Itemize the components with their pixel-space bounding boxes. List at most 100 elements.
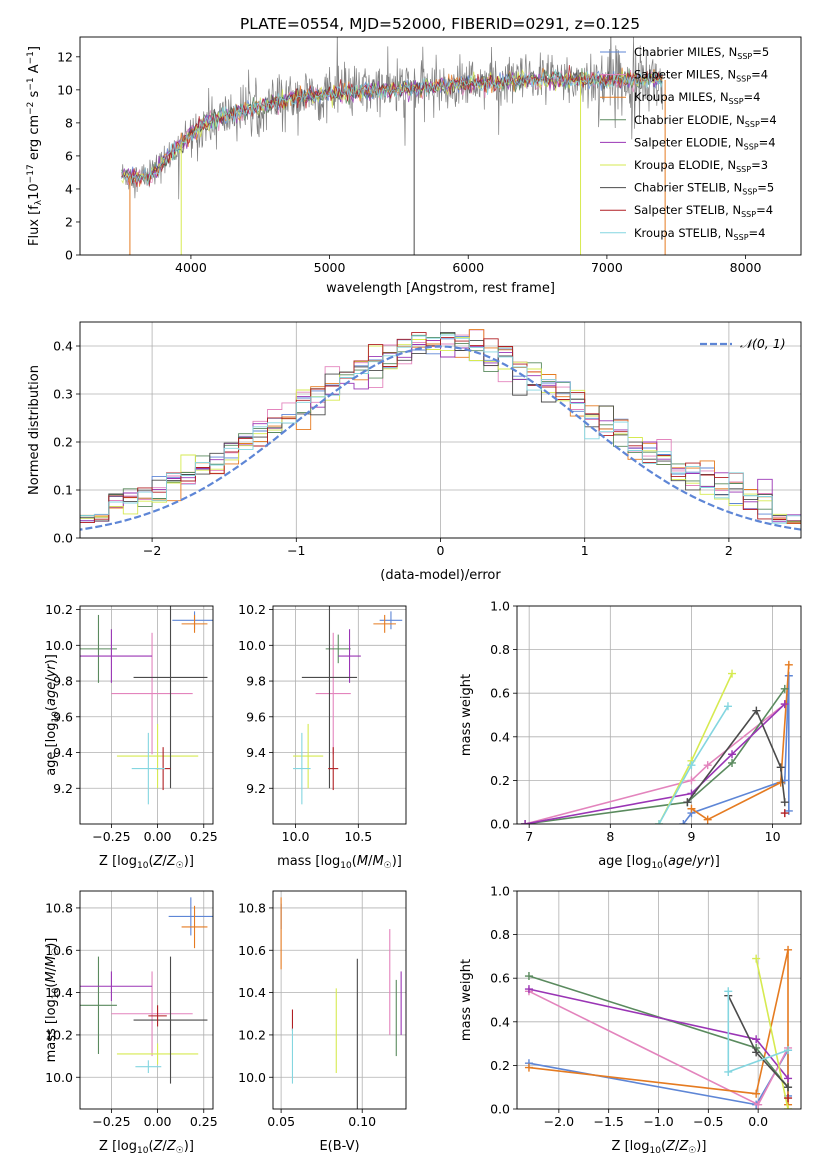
y-tick-label: 10.2 <box>45 602 73 617</box>
weight-marker <box>524 972 533 981</box>
x-axis-label: Z [log10(Z/Z☉)] <box>99 854 194 871</box>
histogram-step <box>80 336 801 523</box>
y-tick-label: 0 <box>65 248 73 263</box>
weight-marker <box>752 1048 761 1057</box>
x-tick-label: −1.0 <box>643 1114 673 1129</box>
weight-marker <box>780 684 789 693</box>
y-tick-label: 1.0 <box>490 599 510 614</box>
y-tick-label: 9.8 <box>53 674 73 689</box>
weight-marker <box>784 1074 793 1083</box>
y-tick-label: 0.6 <box>490 686 510 701</box>
axes-frame <box>272 890 407 1110</box>
weight-marker <box>679 820 688 824</box>
y-tick-label: 1.0 <box>490 884 510 899</box>
spectrum-model-line <box>121 69 663 185</box>
y-tick-label: 0.8 <box>490 927 510 942</box>
spectrum-panel: 4000 5000 6000 7000 8000 0 2 4 6 8 10 12 wavelength … <box>26 36 802 296</box>
axes-frame <box>79 890 214 1110</box>
y-tick-label: 0.3 <box>53 387 73 402</box>
y-tick-label: 9.4 <box>246 745 266 760</box>
y-tick-label: 12 <box>57 49 73 64</box>
gaussian-curve <box>80 345 801 531</box>
weight-marker <box>524 985 533 994</box>
weight-marker <box>724 987 733 996</box>
x-tick-label: 8000 <box>730 260 762 275</box>
x-tick-label: −2 <box>143 543 161 558</box>
weight-marker <box>784 806 793 815</box>
mass-vs-Z-panel: −0.25 0.00 0.25 10.0 10.2 10.4 10.6 10.8 Z [log1… <box>44 890 218 1156</box>
mass-vs-EBV-panel: 0.05 0.10 10.0 10.2 10.4 10.6 10.8 E(B-V) <box>238 890 407 1154</box>
y-tick-label: 10.6 <box>238 943 266 958</box>
y-tick-label: 0.6 <box>490 971 510 986</box>
y-tick-label: 4 <box>65 181 73 196</box>
y-tick-label: 9.8 <box>246 674 266 689</box>
weight-vs-Z-panel: −2.0 −1.5 −1.0 −0.5 0.0 0.0 0.2 0.4 0.6 0.8 1.0 Z [… <box>459 884 802 1156</box>
y-tick-label: 0.4 <box>490 729 510 744</box>
x-tick-label: 0.00 <box>144 1114 172 1129</box>
y-tick-label: 0.4 <box>53 339 73 354</box>
weight-marker <box>752 954 761 963</box>
y-tick-label: 0.0 <box>53 531 73 546</box>
x-tick-label: 7 <box>525 829 533 844</box>
weight-vs-age-panel: 7 8 9 10 0.0 0.2 0.4 0.6 0.8 1.0 age [log10(age/yr… <box>459 599 802 871</box>
x-tick-label: −1 <box>287 543 305 558</box>
x-axis-label: (data-model)/error <box>380 568 501 583</box>
y-tick-label: 0.2 <box>53 435 73 450</box>
y-tick-label: 0.2 <box>490 773 510 788</box>
y-tick-label: 10 <box>57 82 73 97</box>
age-vs-Z-panel: −0.25 0.00 0.25 9.2 9.4 9.6 9.8 10.0 10.2 Z [log1… <box>44 602 218 871</box>
weight-marker <box>752 706 761 715</box>
residual-histogram-panel: −2 −1 0 1 2 0.0 0.1 0.2 0.3 0.4 (data-model)/error… <box>27 321 802 583</box>
x-tick-label: 10 <box>765 829 781 844</box>
axes-frame <box>516 605 802 825</box>
y-tick-label: 10.8 <box>238 900 266 915</box>
age-vs-mass-panel: 10.0 10.5 9.2 9.4 9.6 9.8 10.0 10.2 mass [log10(… <box>238 602 407 871</box>
y-tick-label: 9.6 <box>246 709 266 724</box>
weight-marker <box>784 945 793 954</box>
spectrum-data-line <box>121 37 663 200</box>
spectrum-legend: Chabrier MILES, NSSP=5 Salpeter MILES, NS… <box>600 45 777 242</box>
y-tick-label: 10.2 <box>45 1027 73 1042</box>
weight-marker <box>655 820 663 824</box>
x-axis-label: Z [log10(Z/Z☉)] <box>99 1139 194 1156</box>
y-tick-label: 6 <box>65 148 73 163</box>
weight-line <box>691 664 790 821</box>
y-tick-label: 9.6 <box>53 709 73 724</box>
weight-marker <box>728 758 737 767</box>
x-tick-label: 0.05 <box>267 1114 295 1129</box>
x-tick-label: 6000 <box>452 260 484 275</box>
figure-title: PLATE=0554, MJD=52000, FIBERID=0291, z=0… <box>240 15 640 33</box>
x-tick-label: 9 <box>687 829 695 844</box>
x-tick-label: 4000 <box>175 260 207 275</box>
weight-marker <box>728 669 737 678</box>
y-tick-label: 0.0 <box>490 817 510 832</box>
axes-frame <box>272 605 407 825</box>
legend-label: Chabrier STELIB, NSSP=5 <box>634 181 774 197</box>
y-axis-label: Flux [fλ10−17 erg cm−2 s−1 A−1] <box>26 46 44 246</box>
weight-line <box>524 703 786 824</box>
x-tick-label: 0.00 <box>144 829 172 844</box>
weight-marker <box>754 1100 763 1109</box>
weight-marker <box>784 660 793 669</box>
weight-marker <box>784 1046 793 1055</box>
x-tick-label: 0.0 <box>748 1114 768 1129</box>
x-tick-label: 10.5 <box>344 829 372 844</box>
y-tick-label: 0.0 <box>490 1102 510 1117</box>
weight-marker <box>780 700 789 709</box>
legend-label: Salpeter STELIB, NSSP=4 <box>634 203 773 219</box>
spectrum-model-line <box>121 65 663 188</box>
legend-label: 𝒩(0, 1) <box>740 336 786 351</box>
y-axis-label: mass [log10(M/M☉)] <box>44 938 61 1063</box>
y-tick-label: 8 <box>65 115 73 130</box>
weight-line <box>658 673 733 824</box>
x-tick-label: −0.25 <box>92 829 130 844</box>
weight-marker <box>703 761 712 770</box>
x-tick-label: 10.0 <box>282 829 310 844</box>
x-axis-label: E(B-V) <box>319 1139 359 1154</box>
y-axis-label: mass weight <box>459 959 474 1041</box>
weight-line <box>755 958 789 1109</box>
legend-label: Salpeter MILES, NSSP=4 <box>634 68 768 84</box>
weight-marker <box>728 750 737 759</box>
weight-marker <box>776 763 785 772</box>
